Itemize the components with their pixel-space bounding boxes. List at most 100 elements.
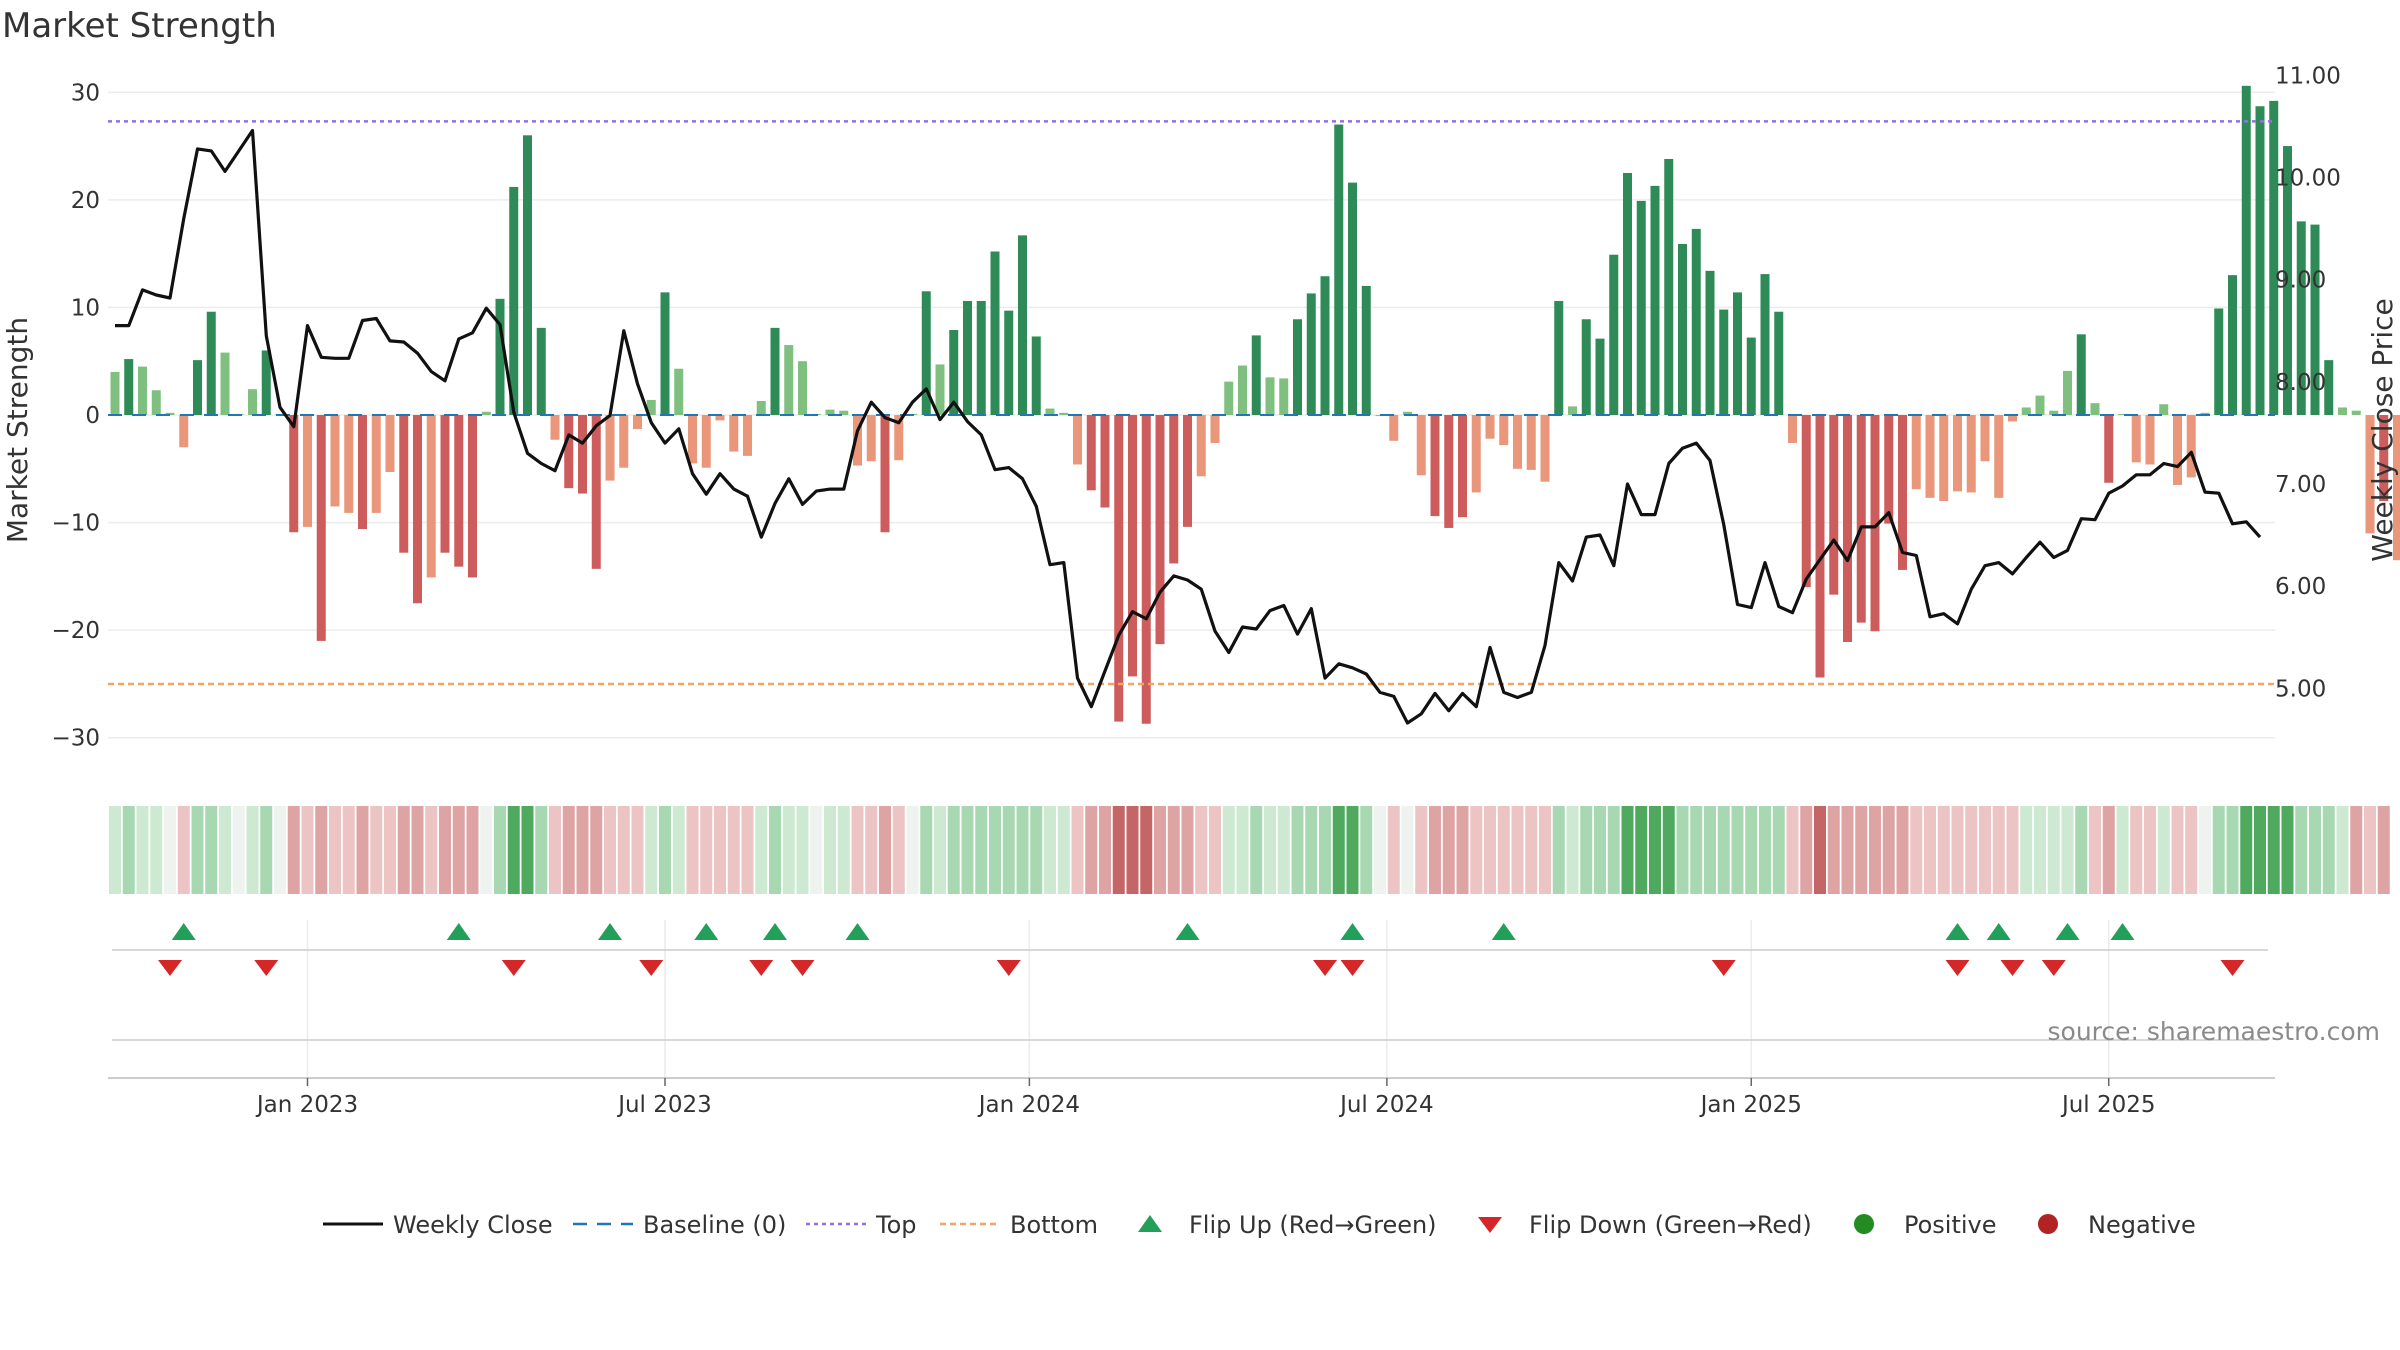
flip-down-marker [254, 960, 279, 976]
legend-label: Flip Up (Red→Green) [1189, 1211, 1437, 1239]
strength-bar [2324, 360, 2334, 415]
shading-cell [1607, 806, 1620, 894]
strength-bar [1100, 415, 1110, 508]
shading-cell [1167, 806, 1180, 894]
shading-cell [342, 806, 355, 894]
y-tick-label-left: −30 [51, 726, 100, 752]
strength-bar [2228, 275, 2237, 415]
strength-bar [2338, 407, 2347, 415]
strength-bar [1953, 415, 1962, 492]
flip-up-marker [694, 923, 719, 940]
shading-cell [1470, 806, 1483, 894]
shading-cell [906, 806, 919, 894]
y-tick-label-right: 9.00 [2275, 268, 2326, 294]
strength-bar [1705, 270, 1715, 415]
shading-cell [521, 806, 534, 894]
strength-bar [110, 371, 120, 415]
strength-bar [358, 415, 367, 530]
shading-cell [301, 806, 314, 894]
shading-cell [2254, 806, 2266, 894]
shading-cell [2185, 806, 2198, 894]
shading-cell [2309, 806, 2321, 894]
shading-cell [397, 806, 410, 894]
legend-label: Weekly Close [393, 1211, 553, 1239]
flip-up-marker [446, 923, 471, 940]
strength-bar [2283, 146, 2292, 415]
shading-cell [2336, 806, 2349, 894]
strength-bar [1348, 182, 1357, 415]
strength-bar [179, 415, 189, 448]
strength-bar [344, 415, 354, 513]
strength-bar [591, 415, 601, 569]
shading-cell [645, 806, 658, 894]
shading-cell [1085, 806, 1098, 894]
shading-cell [892, 806, 905, 894]
shading-cell [1662, 806, 1675, 894]
threshold-lines [108, 120, 2275, 686]
strength-bar [1691, 228, 1701, 415]
strength-bar [660, 292, 670, 415]
shading-cell [865, 806, 878, 894]
strength-bar [1361, 285, 1371, 415]
strength-bar [894, 415, 904, 461]
shading-cell [1002, 806, 1015, 894]
shading-cell [1772, 806, 1785, 894]
flip-up-marker [763, 923, 787, 940]
shading-cell [1319, 806, 1331, 894]
strength-bar [1815, 415, 1825, 678]
strength-bar [481, 411, 491, 415]
strength-bar [2090, 403, 2100, 415]
strength-bar [1444, 415, 1454, 528]
shading-cell [2034, 806, 2046, 894]
shading-cell [507, 806, 520, 894]
y-tick-label-left: 20 [71, 188, 100, 214]
flip-down-marker [996, 960, 1021, 976]
shading-cell [755, 806, 768, 894]
shading-cell [109, 806, 121, 894]
strength-bar [1540, 415, 1550, 482]
shading-cell [686, 806, 699, 894]
y-tick-label-left: 0 [85, 403, 100, 429]
shading-cell [741, 806, 754, 894]
shading-cell [1566, 806, 1579, 894]
strength-bar [2296, 221, 2306, 415]
shading-cell [1195, 806, 1208, 894]
shading-cell [1937, 806, 1950, 894]
strength-bar [743, 415, 752, 456]
shading-cell [1360, 806, 1373, 894]
strength-bar [990, 251, 1000, 415]
flip-down-marker [1945, 960, 1970, 976]
strength-bar [2173, 415, 2182, 485]
strength-bar [1018, 235, 1027, 415]
strength-bar [1086, 415, 1096, 491]
strength-bar [2241, 85, 2251, 416]
y-tick-label-right: 10.00 [2275, 165, 2341, 191]
strength-bar [1210, 415, 1220, 443]
strength-bar [495, 298, 505, 415]
strength-bar [2310, 224, 2320, 415]
strength-bar [1568, 406, 1577, 415]
strength-bar [1485, 415, 1495, 439]
strength-bar [605, 415, 615, 481]
shading-cell [1112, 806, 1125, 894]
strength-bar [701, 415, 711, 468]
strength-bar [206, 311, 216, 415]
shading-cell [1497, 806, 1510, 894]
strength-bar [1059, 412, 1069, 415]
strength-bar [1980, 415, 1990, 462]
strength-bar [1870, 415, 1880, 632]
shading-cell [1401, 806, 1414, 894]
strength-bar [1939, 415, 1949, 502]
shading-cell [2020, 806, 2033, 894]
shading-cell [494, 806, 506, 894]
shading-cell [631, 806, 644, 894]
x-tick-label: Jan 2023 [255, 1092, 358, 1118]
shading-cell [2240, 806, 2253, 894]
shading-cell [260, 806, 273, 894]
strength-bar [220, 352, 230, 415]
shading-cell [1759, 806, 1771, 894]
strength-bar [1636, 200, 1646, 415]
shading-cell [1649, 806, 1661, 894]
y-axis-label-right: Weekly Close Price [2366, 298, 2399, 561]
